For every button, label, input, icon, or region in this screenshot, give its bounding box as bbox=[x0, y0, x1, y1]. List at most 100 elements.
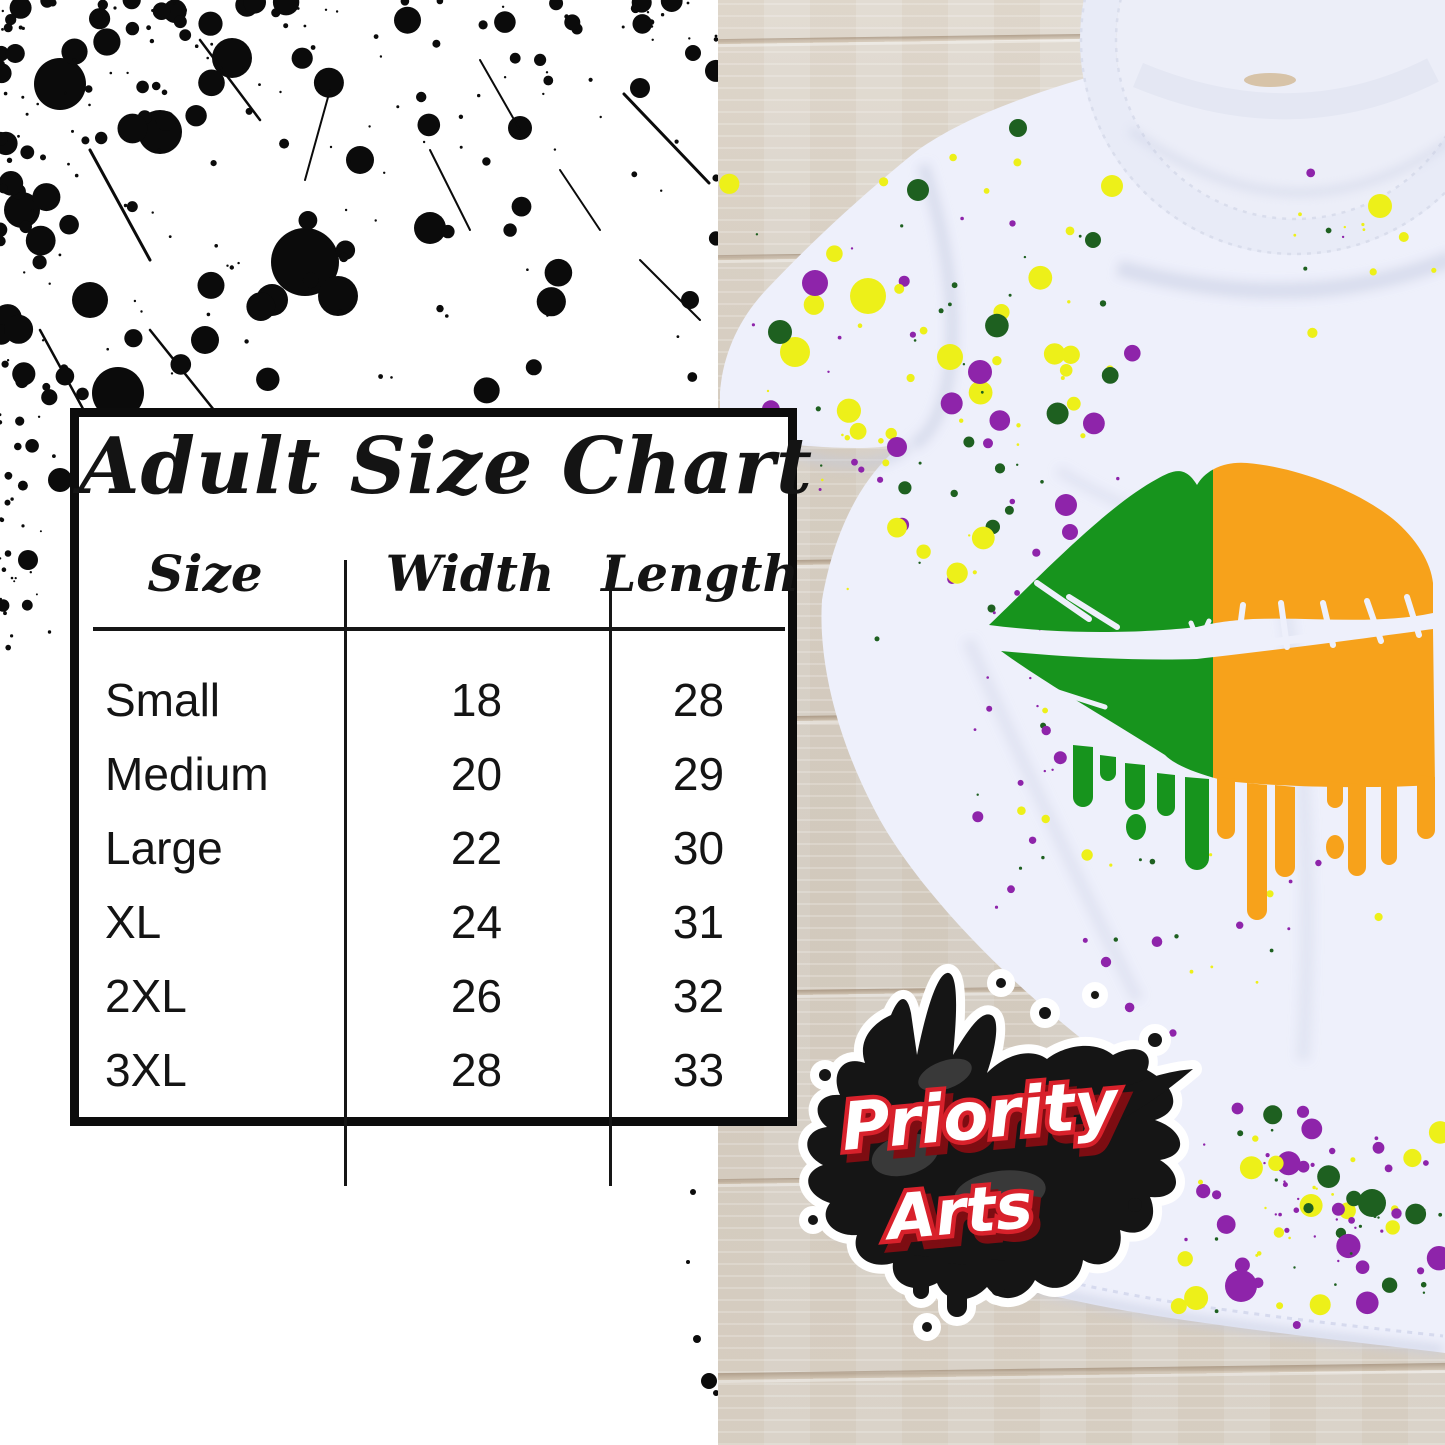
paint-dot bbox=[509, 52, 521, 64]
paint-dot bbox=[155, 111, 176, 131]
paint-dot bbox=[1349, 1252, 1353, 1255]
paint-dot bbox=[61, 38, 88, 65]
paint-dot bbox=[1116, 476, 1120, 481]
paint-dot bbox=[1422, 1291, 1426, 1294]
paint-dot bbox=[851, 458, 858, 466]
paint-dot bbox=[1297, 1197, 1300, 1201]
length-cell: 30 bbox=[672, 822, 725, 874]
paint-dot bbox=[1385, 1220, 1400, 1235]
table-row: Medium 20 29 bbox=[79, 737, 788, 811]
paint-dot bbox=[298, 211, 318, 230]
paint-dot bbox=[1312, 1185, 1316, 1190]
paint-dot bbox=[41, 339, 45, 342]
paint-dot bbox=[972, 811, 984, 823]
paint-dot bbox=[1276, 1302, 1284, 1310]
table-row: 2XL 26 32 bbox=[79, 959, 788, 1033]
paint-dot bbox=[72, 282, 108, 318]
size-cell: Small bbox=[105, 674, 221, 726]
paint-dot bbox=[5, 644, 11, 651]
paint-dot bbox=[650, 25, 654, 28]
paint-dot bbox=[962, 363, 966, 366]
ink-streak bbox=[304, 89, 331, 181]
paint-dot bbox=[1113, 937, 1118, 942]
paint-dot bbox=[1231, 1102, 1244, 1115]
paint-dot bbox=[41, 389, 58, 406]
paint-dot bbox=[1051, 768, 1054, 771]
paint-dot bbox=[751, 323, 755, 327]
paint-dot bbox=[1358, 1189, 1386, 1217]
paint-dot bbox=[313, 67, 344, 98]
paint-dot bbox=[1263, 1105, 1283, 1125]
paint-dot bbox=[4, 499, 11, 506]
paint-dot bbox=[1, 567, 7, 572]
paint-dot bbox=[1384, 1164, 1393, 1173]
paint-dot bbox=[846, 587, 849, 591]
paint-dot bbox=[1417, 1267, 1425, 1275]
paint-dot bbox=[768, 320, 792, 344]
paint-dot bbox=[52, 454, 56, 458]
paint-dot bbox=[152, 2, 171, 20]
paint-dot bbox=[719, 173, 740, 194]
paint-dot bbox=[631, 171, 638, 178]
paint-dot bbox=[81, 136, 90, 145]
paint-dot bbox=[1438, 1212, 1443, 1217]
table-row: Large 22 30 bbox=[79, 811, 788, 885]
paint-dot bbox=[42, 382, 51, 391]
paint-dot bbox=[125, 21, 140, 36]
paint-dot bbox=[40, 154, 46, 161]
paint-dot bbox=[302, 272, 319, 289]
paint-dot bbox=[676, 335, 680, 338]
paint-dot bbox=[511, 196, 532, 217]
paint-dot bbox=[701, 1373, 717, 1389]
paint-dot bbox=[1274, 1178, 1278, 1182]
paint-dot bbox=[347, 159, 351, 164]
paint-dot bbox=[1337, 1259, 1340, 1263]
paint-dot bbox=[1288, 879, 1293, 884]
paint-dot bbox=[712, 174, 718, 182]
paint-dot bbox=[1018, 866, 1023, 870]
paint-dot bbox=[887, 517, 907, 538]
paint-dot bbox=[226, 264, 229, 267]
paint-dot bbox=[258, 83, 261, 86]
paint-dot bbox=[780, 337, 810, 367]
paint-dot bbox=[1303, 1203, 1314, 1214]
paint-dot bbox=[972, 570, 977, 575]
paint-dot bbox=[151, 81, 161, 91]
logo-text-arts: Arts bbox=[879, 1169, 1035, 1255]
paint-dot bbox=[1013, 158, 1022, 167]
paint-dot bbox=[1334, 1283, 1337, 1286]
paint-dot bbox=[58, 253, 62, 257]
paint-dot bbox=[126, 71, 129, 75]
column-header-size: Size bbox=[147, 544, 263, 603]
paint-dot bbox=[126, 201, 138, 213]
paint-dot bbox=[1398, 232, 1409, 242]
paint-dot bbox=[660, 13, 665, 17]
paint-dot bbox=[918, 561, 921, 564]
paint-splatter-shoulder bbox=[719, 153, 1141, 643]
paint-dot bbox=[913, 339, 917, 342]
paint-dot bbox=[346, 146, 374, 174]
paint-dot bbox=[379, 55, 383, 58]
paint-dot bbox=[564, 14, 569, 19]
paint-dot bbox=[909, 331, 916, 338]
paint-dot bbox=[1009, 220, 1016, 227]
ink-streak bbox=[198, 38, 262, 122]
paint-dot bbox=[916, 544, 931, 559]
paint-dot bbox=[681, 291, 699, 309]
paint-dot bbox=[0, 557, 2, 560]
paint-dot bbox=[1237, 1130, 1244, 1137]
paint-dot bbox=[1420, 1281, 1427, 1288]
paint-dot bbox=[191, 326, 219, 354]
paint-dot bbox=[0, 222, 8, 238]
width-cell: 20 bbox=[450, 748, 503, 800]
paint-dot bbox=[1124, 1002, 1135, 1013]
paint-dot bbox=[1374, 1136, 1379, 1141]
paint-dot bbox=[1085, 232, 1101, 248]
paint-dot bbox=[1060, 376, 1065, 380]
paint-dot bbox=[826, 245, 843, 262]
paint-dot bbox=[3, 611, 7, 616]
paint-dot bbox=[1255, 980, 1259, 984]
paint-dot bbox=[534, 53, 547, 66]
paint-dot bbox=[21, 95, 25, 99]
paint-dot bbox=[959, 418, 964, 423]
